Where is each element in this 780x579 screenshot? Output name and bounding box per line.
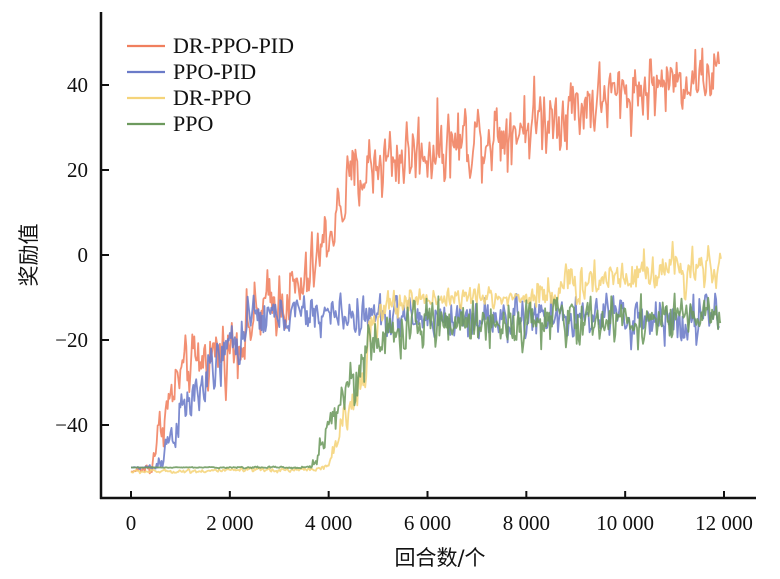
x-tick-label: 2 000: [206, 511, 253, 535]
y-tick-label: 0: [78, 243, 89, 267]
x-axis-title: 回合数/个: [394, 546, 485, 570]
legend-label: PPO-PID: [173, 59, 256, 84]
x-tick-label: 0: [126, 511, 137, 535]
x-tick-label: 12 000: [695, 511, 753, 535]
series-line-ppo: [131, 292, 722, 470]
y-tick-label: −20: [55, 328, 88, 352]
x-tick-label: 8 000: [503, 511, 550, 535]
y-axis-title: 奖励值: [17, 224, 41, 287]
series-line-dr-ppo-pid: [130, 47, 720, 475]
legend-label: PPO: [173, 111, 213, 136]
legend-label: DR-PPO-PID: [173, 33, 294, 58]
legend-label: DR-PPO: [173, 85, 251, 110]
x-tick-label: 6 000: [404, 511, 451, 535]
x-ticks: 0 2 000 4 000 6 000 8 000 10 000 12 000: [126, 491, 753, 535]
y-tick-label: 40: [67, 73, 88, 97]
plot-area: [130, 47, 722, 475]
x-tick-label: 10 000: [596, 511, 654, 535]
series-line-dr-ppo: [130, 240, 722, 475]
y-ticks: −40 −20 0 20 40: [55, 73, 109, 437]
y-tick-label: −40: [55, 413, 88, 437]
x-tick-label: 4 000: [305, 511, 352, 535]
y-tick-label: 20: [67, 158, 88, 182]
